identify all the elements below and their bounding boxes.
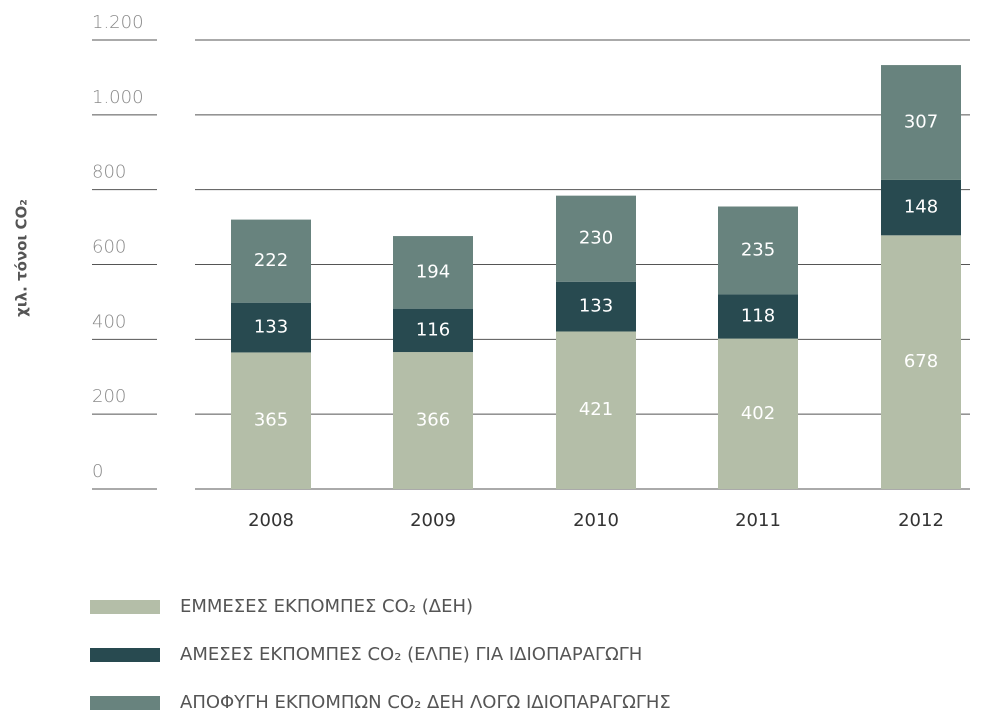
value-label: 365: [254, 410, 288, 431]
bar-segment: [231, 219, 311, 303]
value-label: 235: [741, 239, 775, 260]
x-tick-label: 2009: [410, 510, 456, 531]
bar-segment: [393, 308, 473, 353]
x-tick-label: 2010: [573, 510, 619, 531]
value-label: 230: [579, 228, 613, 249]
legend-label: ΑΠΟΦΥΓΗ ΕΚΠΟΜΠΩΝ CO₂ ΔΕΗ ΛΟΓΩ ΙΔΙΟΠΑΡΑΓΩ…: [180, 692, 671, 710]
bar-segment: [718, 206, 798, 295]
bar-segment: [556, 331, 636, 489]
x-tick-label: 2008: [248, 510, 294, 531]
value-label: 133: [579, 296, 613, 317]
y-tick-label: 1.000: [92, 87, 144, 108]
y-tick-label: 1.200: [92, 12, 144, 33]
value-label: 194: [416, 261, 450, 282]
bar-segment: [393, 236, 473, 309]
value-label: 133: [254, 317, 288, 338]
bar-segment: [393, 352, 473, 489]
bar-segment: [556, 281, 636, 332]
y-tick-label: 0: [92, 461, 103, 482]
value-label: 402: [741, 403, 775, 424]
value-label: 678: [904, 351, 938, 372]
y-axis-label: χιλ. τόνοι CO₂: [13, 199, 31, 317]
value-label: 116: [416, 319, 450, 340]
x-tick-label: 2012: [898, 510, 944, 531]
bar-segment: [718, 338, 798, 489]
value-label: 307: [904, 112, 938, 133]
legend-swatch: [90, 648, 160, 662]
legend-label: ΑΜΕΣΕΣ ΕΚΠΟΜΠΕΣ CO₂ (ΕΛΠΕ) ΓΙΑ ΙΔΙΟΠΑΡΑΓ…: [180, 644, 642, 665]
value-label: 421: [579, 399, 613, 420]
y-tick-label: 600: [92, 237, 126, 258]
value-label: 148: [904, 197, 938, 218]
y-tick-label: 200: [92, 386, 126, 407]
bar-segment: [231, 352, 311, 489]
value-label: 118: [741, 306, 775, 327]
x-tick-label: 2011: [735, 510, 781, 531]
legend-label: ΕΜΜΕΣΕΣ ΕΚΠΟΜΠΕΣ CO₂ (ΔΕΗ): [180, 596, 473, 617]
bar-segment: [881, 179, 961, 236]
y-tick-label: 400: [92, 311, 126, 332]
legend-swatch: [90, 696, 160, 710]
value-label: 222: [254, 250, 288, 271]
value-label: 366: [416, 410, 450, 431]
y-tick-label: 800: [92, 162, 126, 183]
bar-segment: [881, 65, 961, 180]
bar-segment: [231, 302, 311, 353]
legend-swatch: [90, 600, 160, 614]
bar-segment: [718, 294, 798, 339]
bar-segment: [881, 235, 961, 489]
bar-segment: [556, 195, 636, 282]
